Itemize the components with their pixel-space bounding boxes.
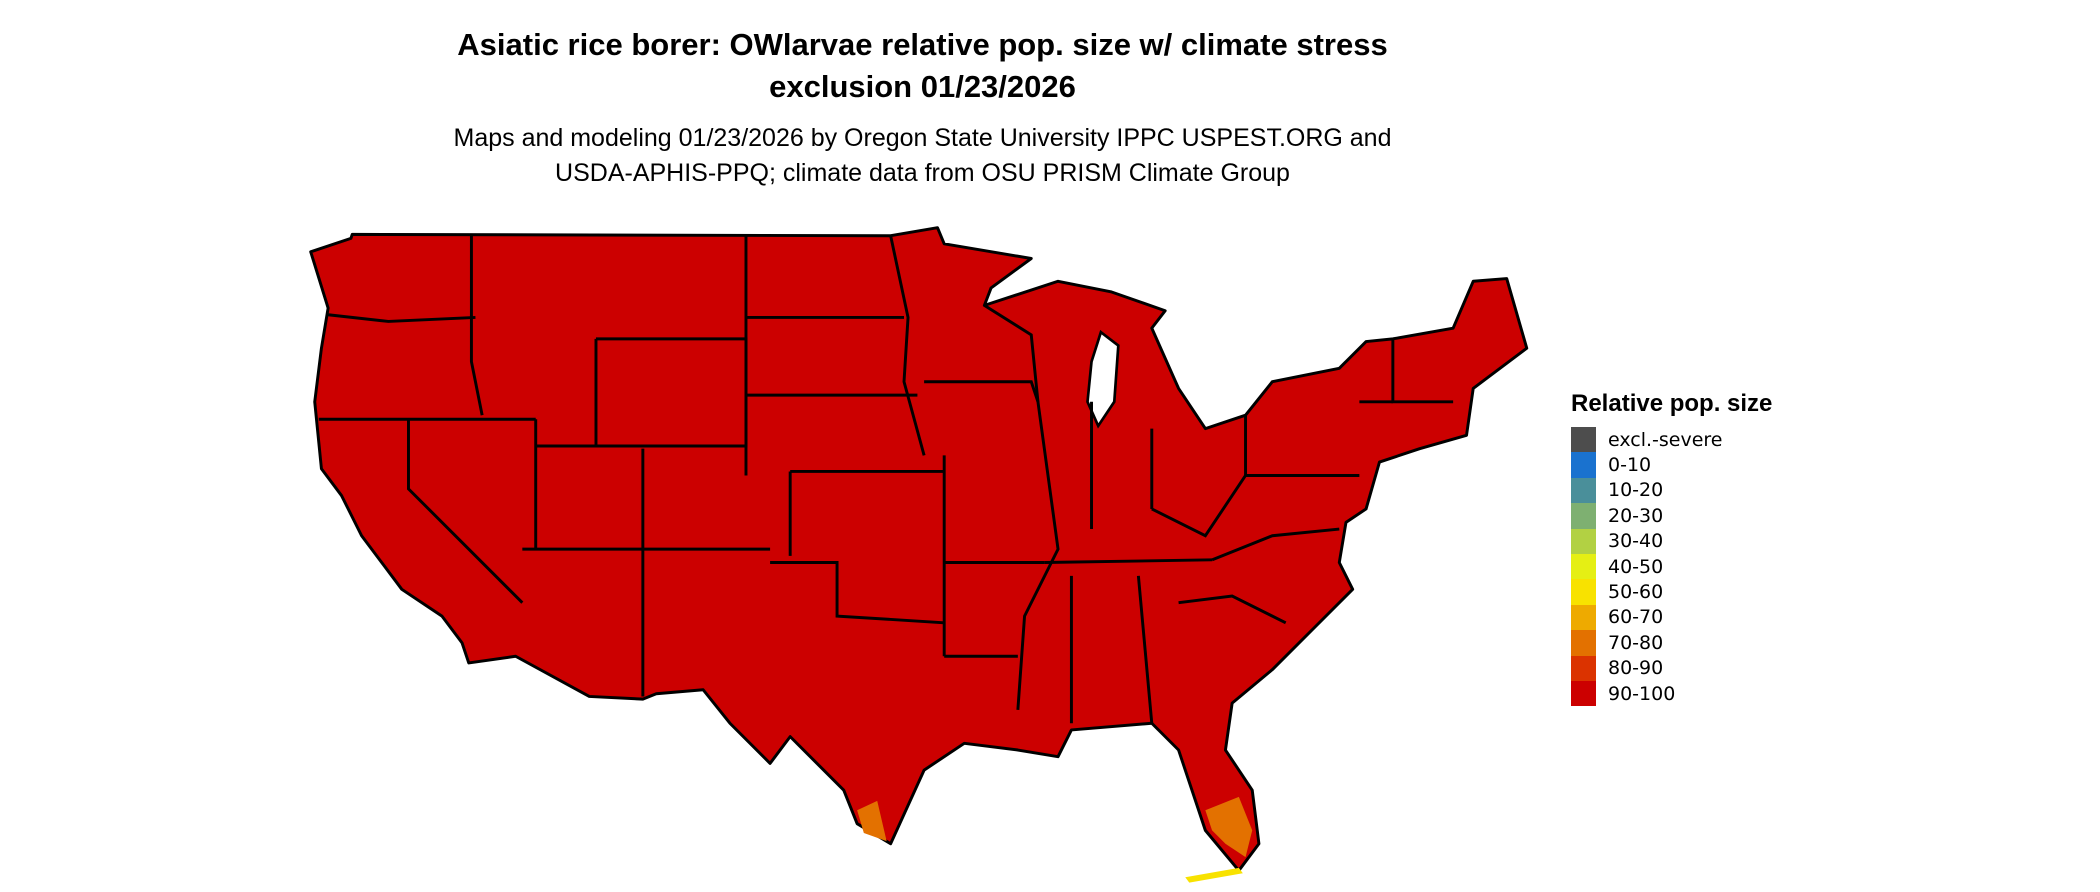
legend-label: 50-60 bbox=[1608, 581, 1664, 604]
legend-item: excl.-severe bbox=[1571, 427, 1772, 453]
legend-label: 60-70 bbox=[1608, 606, 1664, 629]
legend-label: excl.-severe bbox=[1608, 428, 1723, 451]
state-borders bbox=[318, 234, 1454, 724]
legend-swatch bbox=[1571, 655, 1596, 681]
legend-swatch bbox=[1571, 528, 1596, 554]
legend-label: 0-10 bbox=[1608, 454, 1652, 477]
legend-item: 70-80 bbox=[1571, 630, 1772, 656]
legend-swatch bbox=[1571, 630, 1596, 656]
us-outline bbox=[309, 226, 1529, 873]
legend-label: 20-30 bbox=[1608, 504, 1664, 527]
legend-label: 10-20 bbox=[1608, 479, 1664, 502]
legend-label: 30-40 bbox=[1608, 530, 1664, 553]
legend-item: 20-30 bbox=[1571, 503, 1772, 529]
texas-orange-zone bbox=[857, 800, 887, 842]
legend-label: 90-100 bbox=[1608, 682, 1676, 705]
legend-swatch bbox=[1571, 579, 1596, 605]
legend-label: 80-90 bbox=[1608, 657, 1664, 680]
legend-label: 70-80 bbox=[1608, 631, 1664, 654]
legend-swatch bbox=[1571, 427, 1596, 453]
legend-item: 10-20 bbox=[1571, 477, 1772, 504]
florida-orange-zone bbox=[1205, 796, 1253, 858]
legend-item: 40-50 bbox=[1571, 553, 1772, 580]
legend-title: Relative pop. size bbox=[1571, 390, 1773, 417]
map-title-line1: Asiatic rice borer: OWlarvae relative po… bbox=[457, 27, 1388, 62]
legend-swatch bbox=[1571, 452, 1596, 478]
legend-item: 30-40 bbox=[1571, 528, 1772, 554]
legend-item: 0-10 bbox=[1571, 452, 1772, 478]
lake-michigan bbox=[1086, 329, 1120, 429]
legend-item: 50-60 bbox=[1571, 579, 1772, 605]
legend-swatch bbox=[1571, 503, 1596, 529]
legend-label: 40-50 bbox=[1608, 555, 1664, 578]
legend: Relative pop. size excl.-severe 0-10 10-20… bbox=[1571, 390, 1773, 707]
map-subtitle-line1: Maps and modeling 01/23/2026 by Oregon S… bbox=[453, 124, 1392, 152]
map-subtitle-line2: USDA-APHIS-PPQ; climate data from OSU PR… bbox=[555, 159, 1290, 187]
legend-item: 80-90 bbox=[1571, 655, 1772, 681]
legend-swatch bbox=[1571, 680, 1596, 707]
legend-swatch bbox=[1571, 477, 1596, 504]
legend-swatch bbox=[1571, 604, 1596, 631]
florida-keys-yellow bbox=[1185, 867, 1243, 883]
legend-swatch bbox=[1571, 553, 1596, 580]
legend-item: 60-70 bbox=[1571, 604, 1772, 631]
map-title-line2: exclusion 01/23/2026 bbox=[769, 69, 1076, 104]
legend-item: 90-100 bbox=[1571, 680, 1772, 707]
